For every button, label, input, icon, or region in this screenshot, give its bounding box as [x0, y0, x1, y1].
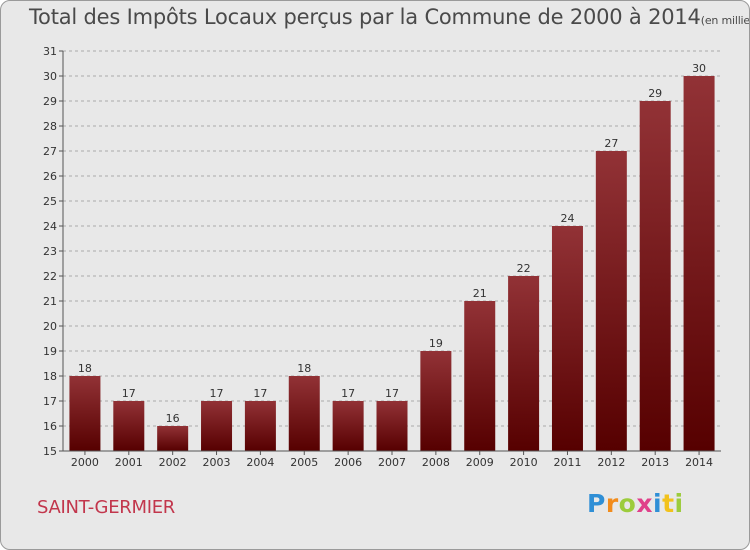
value-label-2004: 17	[253, 387, 267, 400]
y-tick-label: 25	[43, 195, 57, 208]
logo-letter: x	[636, 489, 653, 518]
y-tick-label: 16	[43, 420, 57, 433]
x-tick-label-2014: 2014	[685, 456, 713, 469]
logo-letter: i	[653, 489, 663, 518]
bar-2008	[420, 351, 452, 451]
x-axis-labels: 2000 2001 2002 2003 2004 2005 2006 2007 2008 2009…	[71, 451, 713, 469]
x-tick-label-2004: 2004	[246, 456, 274, 469]
value-label-2014: 30	[692, 62, 706, 75]
value-label-2010: 22	[517, 262, 531, 275]
x-tick-label-2007: 2007	[378, 456, 406, 469]
x-tick-label-2013: 2013	[641, 456, 669, 469]
logo-letter: i	[674, 489, 684, 518]
value-label-2011: 24	[560, 212, 574, 225]
y-tick-label: 22	[43, 270, 57, 283]
bar-2004	[244, 401, 276, 451]
y-tick-label: 17	[43, 395, 57, 408]
x-tick-label-2006: 2006	[334, 456, 362, 469]
value-label-2013: 29	[648, 87, 662, 100]
x-tick-label-2003: 2003	[203, 456, 231, 469]
bar-2011	[551, 226, 583, 451]
value-label-2000: 18	[78, 362, 92, 375]
bar-2013	[639, 101, 671, 451]
y-tick-label: 20	[43, 320, 57, 333]
bar-2005	[288, 376, 320, 451]
y-tick-label: 15	[43, 445, 57, 458]
x-tick-label-2010: 2010	[510, 456, 538, 469]
value-label-2007: 17	[385, 387, 399, 400]
value-label-2003: 17	[210, 387, 224, 400]
bar-2001	[113, 401, 145, 451]
y-tick-label: 26	[43, 170, 57, 183]
y-tick-label: 31	[43, 45, 57, 58]
y-tick-label: 18	[43, 370, 57, 383]
bar-2002	[157, 426, 189, 451]
y-axis-ticks: 15 16 17 18 19 20 21 22 23 24 25 26 27 28 29 30 31	[43, 45, 63, 458]
bar-2009	[464, 301, 496, 451]
bar-2003	[201, 401, 233, 451]
y-tick-label: 27	[43, 145, 57, 158]
commune-name: SAINT-GERMIER	[37, 497, 175, 518]
axes	[62, 51, 721, 452]
bars	[69, 76, 715, 451]
y-tick-label: 29	[43, 95, 57, 108]
x-tick-label-2001: 2001	[115, 456, 143, 469]
x-tick-label-2012: 2012	[597, 456, 625, 469]
y-tick-label: 24	[43, 220, 57, 233]
y-tick-label: 21	[43, 295, 57, 308]
x-tick-label-2005: 2005	[290, 456, 318, 469]
title-text: Total des Impôts Locaux perçus par la Co…	[29, 5, 701, 29]
value-label-2005: 18	[297, 362, 311, 375]
x-tick-label-2002: 2002	[159, 456, 187, 469]
value-label-2006: 17	[341, 387, 355, 400]
x-tick-label-2011: 2011	[553, 456, 581, 469]
x-tick-label-2008: 2008	[422, 456, 450, 469]
logo-letter: o	[618, 489, 637, 518]
bar-2006	[332, 401, 364, 451]
value-label-2012: 27	[604, 137, 618, 150]
logo-letter: t	[662, 489, 675, 518]
bar-2000	[69, 376, 101, 451]
value-label-2002: 16	[166, 412, 180, 425]
chart-title: Total des Impôts Locaux perçus par la Co…	[29, 5, 750, 29]
value-label-2001: 17	[122, 387, 136, 400]
x-tick-label-2009: 2009	[466, 456, 494, 469]
value-label-2008: 19	[429, 337, 443, 350]
logo-letter: r	[605, 489, 619, 518]
y-tick-label: 19	[43, 345, 57, 358]
y-tick-label: 30	[43, 70, 57, 83]
y-tick-label: 28	[43, 120, 57, 133]
bar-2014	[683, 76, 715, 451]
proxiti-logo[interactable]: Proxiti	[587, 489, 684, 518]
bar-2007	[376, 401, 408, 451]
value-labels: 18 17 16 17 17 18 17 17 19 21 22 24 27 29 30	[78, 62, 706, 425]
bar-2010	[508, 276, 540, 451]
y-tick-label: 23	[43, 245, 57, 258]
title-unit: (en milliers d'€)	[700, 14, 750, 27]
logo-letter: P	[587, 489, 606, 518]
x-tick-label-2000: 2000	[71, 456, 99, 469]
value-label-2009: 21	[473, 287, 487, 300]
bar-2012	[595, 151, 627, 451]
